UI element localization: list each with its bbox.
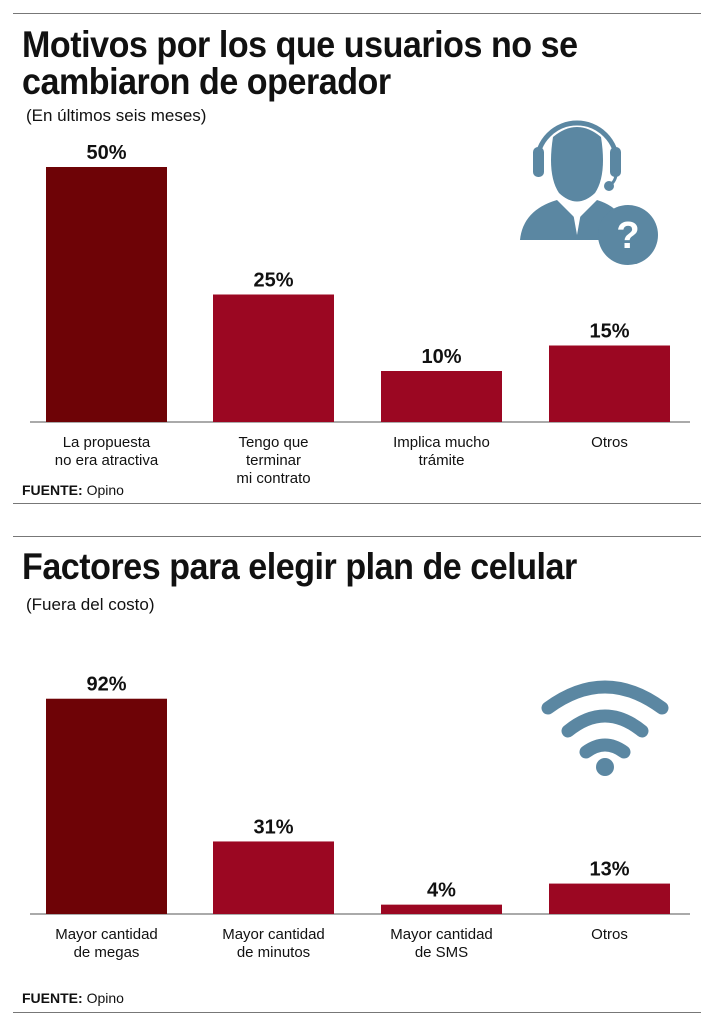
category-label-1: no era atractiva	[55, 452, 159, 469]
category-label-1: de megas	[74, 944, 140, 961]
category-label-2: terminar	[246, 452, 301, 469]
source-label: FUENTE:	[22, 482, 83, 498]
bar-4	[549, 883, 670, 914]
category-label-2: Tengo que	[238, 434, 308, 451]
chart2-subtitle: (Fuera del costo)	[26, 595, 155, 614]
category-label-2: Mayor cantidad	[222, 926, 325, 943]
bar-3	[381, 371, 502, 422]
category-label-2: mi contrato	[236, 470, 310, 487]
category-label-2: de minutos	[237, 944, 310, 961]
chart1-subtitle: (En últimos seis meses)	[26, 106, 207, 125]
category-label-3: de SMS	[415, 944, 468, 961]
bar-4	[549, 345, 670, 422]
divider-rule	[13, 503, 701, 504]
customer-support-question-icon: ?	[520, 120, 658, 265]
source-value: Opino	[86, 482, 124, 498]
bar-1	[46, 167, 167, 422]
bar-1	[46, 698, 167, 914]
wifi-icon	[541, 680, 669, 776]
category-label-1: La propuesta	[63, 434, 151, 451]
data-label-4: 13%	[589, 859, 629, 881]
data-label-2: 31%	[253, 816, 293, 838]
data-label-1: 50%	[86, 142, 126, 164]
bar-2	[213, 841, 334, 914]
category-label-4: Otros	[591, 926, 628, 943]
category-label-3: trámite	[419, 452, 465, 469]
data-label-4: 15%	[589, 321, 629, 343]
category-label-3: Implica mucho	[393, 434, 490, 451]
data-label-2: 25%	[253, 270, 293, 292]
bar-2	[213, 294, 334, 422]
chart1-source: FUENTE: Opino	[22, 482, 124, 498]
category-label-3: Mayor cantidad	[390, 926, 493, 943]
chart2-source: FUENTE: Opino	[22, 990, 124, 1006]
source-label: FUENTE:	[22, 990, 83, 1006]
chart1-title-line1: Motivos por los que usuarios no se	[22, 24, 578, 65]
data-label-3: 4%	[427, 880, 456, 902]
svg-text:?: ?	[616, 215, 639, 257]
data-label-1: 92%	[86, 674, 126, 696]
category-label-4: Otros	[591, 434, 628, 451]
bottom-rule	[13, 1012, 701, 1013]
bar-3	[381, 904, 502, 914]
category-label-1: Mayor cantidad	[55, 926, 158, 943]
divider-rule-2	[13, 536, 701, 537]
chart1-title-line2: cambiaron de operador	[22, 61, 391, 102]
top-rule	[13, 13, 701, 14]
source-value: Opino	[86, 990, 124, 1006]
chart2-title: Factores para elegir plan de celular	[22, 546, 577, 587]
data-label-3: 10%	[421, 346, 461, 368]
